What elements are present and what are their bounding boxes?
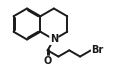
Text: O: O xyxy=(43,56,52,66)
Text: Br: Br xyxy=(91,45,104,55)
Text: N: N xyxy=(50,34,58,44)
